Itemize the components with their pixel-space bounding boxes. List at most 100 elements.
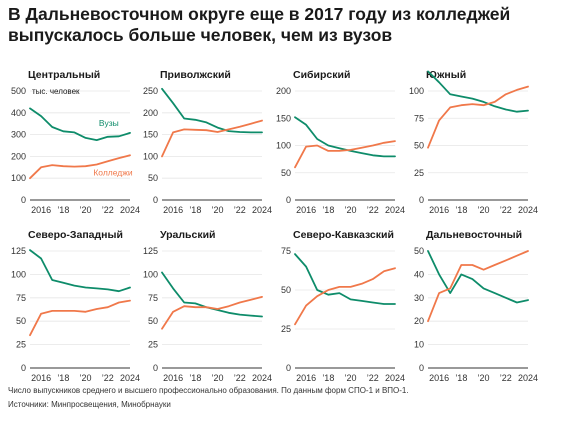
chart-4-x-tick-label: ’18 [455,205,467,215]
chart-8-y-tick-label: 40 [414,269,424,279]
chart-5-y-tick-label: 0 [21,363,26,373]
chart-5-title: Северо-Западный [28,229,123,241]
chart-1-legend-colleges: Колледжи [93,168,133,178]
chart-7-x-tick-label: ’20 [345,373,357,383]
chart-5-x-tick-label: ’22 [102,373,114,383]
chart-2-series-universities-line [161,87,263,134]
chart-8-x-tick-label: ’18 [455,373,467,383]
chart-3-title: Сибирский [293,69,350,81]
chart-4-x-tick-label: 2024 [518,205,538,215]
chart-6-x-tick-label: 2024 [252,373,272,383]
chart-2-x-tick-label: ’18 [189,205,201,215]
chart-6-y-tick-label: 75 [148,293,158,303]
footer-note: Число выпускников среднего и высшего про… [8,386,409,395]
chart-7-title: Северо-Кавказский [293,229,394,241]
footer-sources: Источники: Минпросвещения, Минобрнауки [8,400,171,409]
chart-3-y-tick-label: 200 [276,86,291,96]
chart-8-title: Дальневосточный [426,229,522,241]
title-line-1: В Дальневосточном округе еще в 2017 году… [8,4,511,24]
chart-1-y-tick-label: 0 [21,195,26,205]
chart-6-title: Уральский [160,229,216,241]
chart-5-y-tick-label: 25 [16,340,26,350]
chart-7-y-tick-label: 0 [286,363,291,373]
chart-5-x-tick-label: ’20 [80,373,92,383]
chart-6-y-tick-label: 25 [148,340,158,350]
chart-6-x-tick-label: ’20 [212,373,224,383]
chart-3-y-tick-label: 0 [286,195,291,205]
chart-6-series-colleges-line [161,295,263,330]
chart-1-x-tick-label: ’18 [57,205,69,215]
chart-4-y-tick-label: 75 [414,113,424,123]
title-line-2: выпускалось больше человек, чем из вузов [8,25,393,45]
chart-4-title: Южный [426,69,466,81]
chart-4-y-tick-label: 50 [414,141,424,151]
chart-1-series-universities-line [29,107,131,142]
chart-2-x-tick-label: ’22 [234,205,246,215]
chart-6-y-tick-label: 50 [148,316,158,326]
chart-8-series-colleges-line [427,250,529,323]
chart-3-y-tick-label: 100 [276,141,291,151]
page-title: В Дальневосточном округе еще в 2017 году… [8,4,556,46]
chart-3-series-colleges-line [294,140,396,169]
chart-2-x-tick-label: 2024 [252,205,272,215]
chart-4-x-tick-label: ’22 [500,205,512,215]
chart-3-x-tick-label: 2016 [296,205,316,215]
chart-5-y-tick-label: 100 [11,269,26,279]
chart-7-y-tick-label: 75 [281,246,291,256]
chart-5-y-tick-label: 125 [11,246,26,256]
chart-8-x-tick-label: 2024 [518,373,538,383]
chart-5-x-tick-label: ’18 [57,373,69,383]
chart-8-y-tick-label: 50 [414,246,424,256]
chart-1-legend-universities: Вузы [99,118,119,128]
chart-3-y-tick-label: 150 [276,113,291,123]
chart-2-x-tick-label: ’20 [212,205,224,215]
chart-5-series-universities-line [29,249,131,293]
chart-6-y-tick-label: 125 [143,246,158,256]
chart-2-y-tick-label: 200 [143,108,158,118]
chart-8-y-tick-label: 10 [414,340,424,350]
chart-3-x-tick-label: ’22 [367,205,379,215]
chart-8-y-tick-label: 20 [414,316,424,326]
chart-7-x-tick-label: 2016 [296,373,316,383]
chart-4-y-tick-label: 0 [419,195,424,205]
chart-2-y-tick-label: 150 [143,130,158,140]
chart-5-x-tick-label: 2016 [31,373,51,383]
chart-1-series-colleges-line [29,154,131,180]
chart-3-x-tick-label: ’18 [322,205,334,215]
chart-6-x-tick-label: 2016 [163,373,183,383]
chart-1-x-tick-label: ’20 [80,205,92,215]
chart-7-series-universities-line [294,253,396,305]
chart-6-y-tick-label: 0 [153,363,158,373]
chart-8-x-tick-label: 2016 [429,373,449,383]
chart-8-x-tick-label: ’22 [500,373,512,383]
chart-7-x-tick-label: ’18 [322,373,334,383]
chart-2-title: Приволжский [160,69,231,81]
chart-2-y-tick-label: 50 [148,173,158,183]
chart-1-y-tick-label: 300 [11,130,26,140]
footer: Число выпускников среднего и высшего про… [8,384,556,412]
chart-7-series-colleges-line [294,267,396,326]
chart-6-x-tick-label: ’18 [189,373,201,383]
chart-4-series-colleges-line [427,85,529,149]
chart-1-x-tick-label: 2016 [31,205,51,215]
chart-1-y-tick-label: 500 [11,86,26,96]
chart-6-x-tick-label: ’22 [234,373,246,383]
chart-2-y-tick-label: 0 [153,195,158,205]
chart-5-x-tick-label: 2024 [120,373,140,383]
chart-3-x-tick-label: 2024 [385,205,405,215]
chart-5-y-tick-label: 75 [16,293,26,303]
chart-1-y-tick-label: 200 [11,151,26,161]
chart-1-x-tick-label: ’22 [102,205,114,215]
chart-1-y-tick-label: 100 [11,173,26,183]
chart-1-x-tick-label: 2024 [120,205,140,215]
chart-1-y-tick-label: 400 [11,108,26,118]
chart-3-y-tick-label: 50 [281,168,291,178]
chart-2-y-tick-label: 250 [143,86,158,96]
chart-2-y-tick-label: 100 [143,151,158,161]
chart-5-y-tick-label: 50 [16,316,26,326]
chart-8-y-tick-label: 0 [419,363,424,373]
chart-7-y-tick-label: 50 [281,285,291,295]
chart-5-series-colleges-line [29,299,131,337]
